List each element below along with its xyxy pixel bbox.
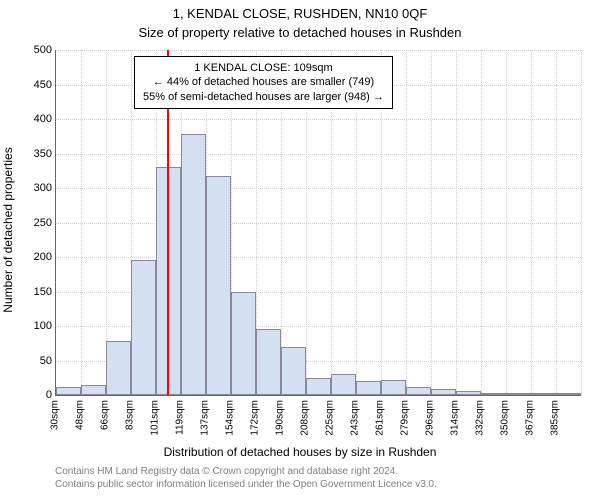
gridline-v (456, 50, 457, 395)
gridline-v (581, 50, 582, 395)
gridline-h (56, 50, 581, 51)
x-tick-label: 190sqm (275, 400, 286, 436)
annotation-line1: 1 KENDAL CLOSE: 109sqm (143, 61, 384, 75)
x-tick-label: 332sqm (475, 400, 486, 436)
x-tick-label: 261sqm (375, 400, 386, 436)
x-axis-label: Distribution of detached houses by size … (0, 445, 600, 459)
chart-title-desc: Size of property relative to detached ho… (0, 25, 600, 40)
x-tick-label: 119sqm (175, 400, 186, 435)
y-tick-label: 350 (12, 148, 52, 160)
gridline-v (556, 50, 557, 395)
histogram-bar (181, 134, 206, 395)
histogram-bar (256, 329, 281, 395)
histogram-bar (306, 378, 331, 395)
footer-attribution: Contains HM Land Registry data © Crown c… (55, 466, 437, 491)
y-tick-label: 0 (12, 389, 52, 401)
annotation-line3: 55% of semi-detached houses are larger (… (143, 90, 384, 104)
y-tick-label: 200 (12, 251, 52, 263)
annotation-box: 1 KENDAL CLOSE: 109sqm ← 44% of detached… (134, 56, 393, 109)
histogram-bar (106, 341, 131, 395)
x-tick-label: 83sqm (125, 400, 136, 430)
gridline-h (56, 223, 581, 224)
histogram-bar (381, 380, 406, 395)
x-tick-label: 154sqm (225, 400, 236, 436)
histogram-bar (81, 385, 106, 395)
y-tick-label: 150 (12, 286, 52, 298)
y-tick-label: 450 (12, 79, 52, 91)
y-tick-label: 250 (12, 217, 52, 229)
gridline-v (431, 50, 432, 395)
gridline-v (481, 50, 482, 395)
x-tick-label: 48sqm (75, 400, 86, 430)
histogram-bar (56, 387, 81, 395)
annotation-line2: ← 44% of detached houses are smaller (74… (143, 75, 384, 89)
x-tick-label: 208sqm (300, 400, 311, 436)
histogram-bar (556, 393, 581, 395)
histogram-bar (431, 389, 456, 395)
gridline-v (506, 50, 507, 395)
histogram-bar (206, 176, 231, 395)
x-tick-label: 225sqm (325, 400, 336, 436)
x-tick-label: 137sqm (200, 400, 211, 436)
gridline-v (531, 50, 532, 395)
footer-line2: Contains public sector information licen… (55, 479, 437, 492)
histogram-bar (481, 393, 506, 395)
x-tick-label: 66sqm (100, 400, 111, 430)
x-tick-label: 101sqm (150, 400, 161, 436)
x-tick-label: 279sqm (400, 400, 411, 436)
footer-line1: Contains HM Land Registry data © Crown c… (55, 466, 437, 479)
histogram-bar (506, 393, 531, 395)
histogram-bar (456, 391, 481, 395)
chart-container: 1, KENDAL CLOSE, RUSHDEN, NN10 0QF Size … (0, 0, 600, 500)
histogram-bar (356, 381, 381, 395)
y-tick-label: 100 (12, 320, 52, 332)
x-tick-label: 30sqm (50, 400, 61, 430)
gridline-h (56, 154, 581, 155)
x-tick-label: 385sqm (550, 400, 561, 436)
x-tick-label: 296sqm (425, 400, 436, 436)
histogram-bar (531, 393, 556, 395)
histogram-bar (131, 260, 156, 395)
x-tick-label: 314sqm (450, 400, 461, 436)
y-tick-label: 300 (12, 182, 52, 194)
y-tick-label: 400 (12, 113, 52, 125)
x-tick-label: 172sqm (250, 400, 261, 436)
histogram-bar (281, 347, 306, 395)
chart-title-address: 1, KENDAL CLOSE, RUSHDEN, NN10 0QF (0, 6, 600, 21)
y-tick-label: 500 (12, 44, 52, 56)
x-tick-label: 367sqm (525, 400, 536, 436)
histogram-bar (406, 387, 431, 395)
histogram-bar (331, 374, 356, 395)
gridline-h (56, 188, 581, 189)
gridline-h (56, 119, 581, 120)
x-tick-label: 243sqm (350, 400, 361, 436)
gridline-v (406, 50, 407, 395)
plot-area: 1 KENDAL CLOSE: 109sqm ← 44% of detached… (55, 50, 581, 396)
gridline-h (56, 257, 581, 258)
gridline-v (81, 50, 82, 395)
y-tick-label: 50 (12, 355, 52, 367)
x-tick-label: 350sqm (500, 400, 511, 436)
histogram-bar (231, 292, 256, 396)
